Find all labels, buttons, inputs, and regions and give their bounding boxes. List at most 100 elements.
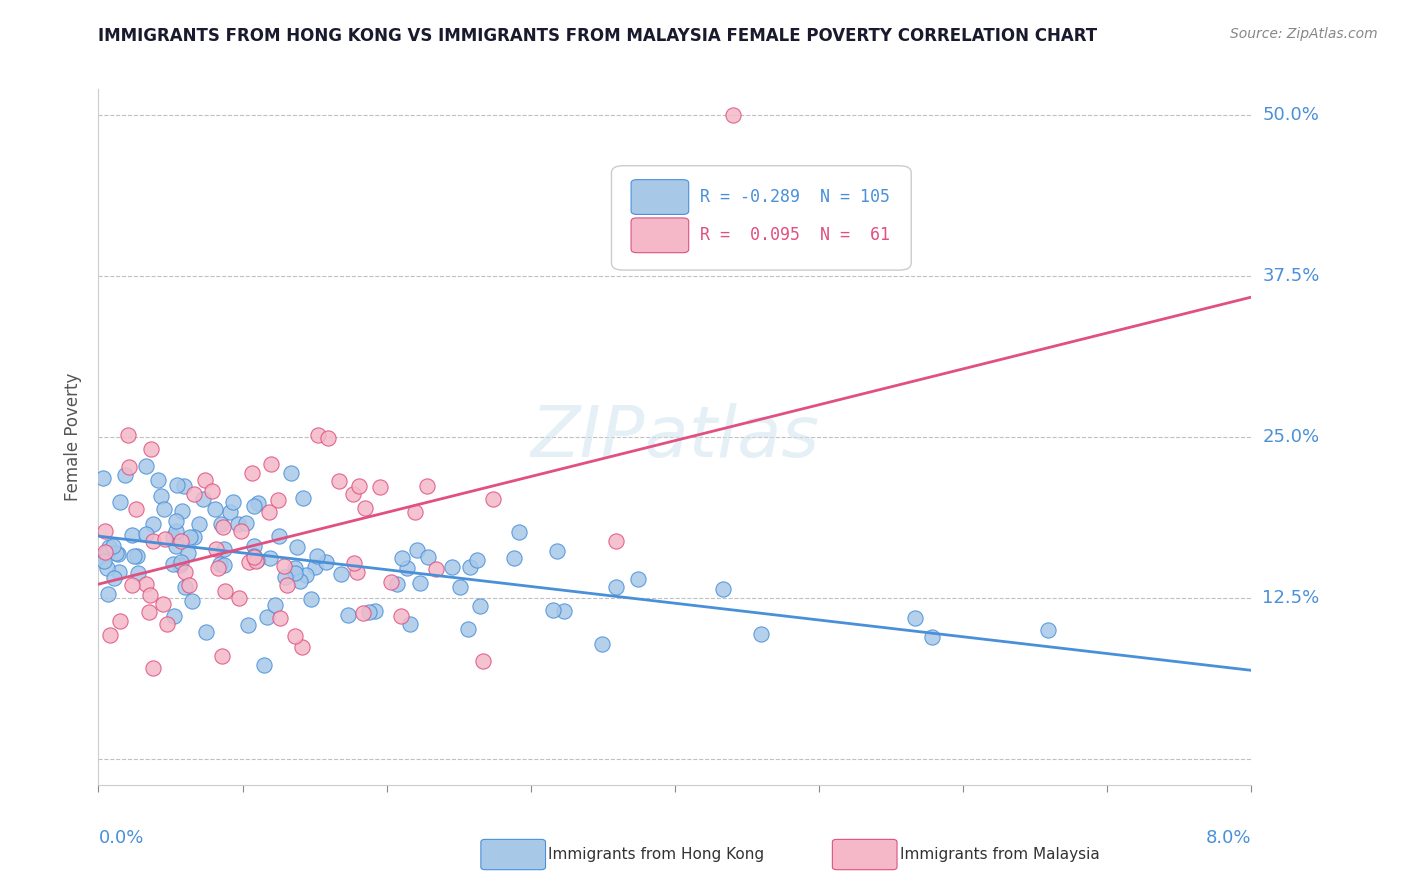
Point (280, 467, 302, 481)
Point (238, 555, 260, 569)
Text: ZIPatlas: ZIPatlas (530, 402, 820, 472)
Point (211, 649, 233, 664)
Point (406, 542, 429, 557)
Point (118, 459, 141, 474)
Point (204, 502, 226, 516)
Point (307, 428, 329, 442)
Point (117, 427, 139, 442)
Point (169, 558, 191, 572)
Point (174, 565, 197, 579)
Point (170, 504, 193, 518)
Point (904, 611, 927, 625)
Point (125, 501, 148, 516)
Point (292, 491, 315, 505)
Point (352, 606, 374, 620)
Text: Immigrants from Hong Kong: Immigrants from Hong Kong (548, 847, 765, 862)
Point (153, 502, 176, 516)
Point (96, 560, 118, 574)
Point (135, 458, 157, 473)
Point (243, 499, 266, 513)
Point (721, 108, 744, 122)
Point (228, 591, 250, 606)
Point (304, 560, 326, 574)
Point (242, 539, 264, 553)
Point (222, 495, 245, 509)
Point (166, 540, 188, 554)
Point (257, 505, 280, 519)
Point (481, 491, 503, 506)
Point (409, 575, 432, 590)
Point (307, 549, 329, 563)
Point (214, 584, 236, 599)
Point (214, 542, 236, 557)
Point (457, 622, 479, 636)
Point (449, 580, 471, 594)
Point (108, 495, 131, 509)
Point (259, 550, 281, 565)
Point (179, 578, 201, 592)
Point (546, 544, 568, 558)
Point (163, 609, 186, 624)
Point (127, 549, 149, 564)
Point (219, 505, 242, 519)
Point (299, 592, 322, 607)
Point (591, 637, 613, 651)
FancyBboxPatch shape (612, 166, 911, 270)
Point (101, 539, 124, 553)
Text: Source: ZipAtlas.com: Source: ZipAtlas.com (1230, 27, 1378, 41)
Text: 25.0%: 25.0% (1263, 428, 1320, 446)
Point (174, 580, 197, 594)
Point (404, 505, 426, 519)
Point (183, 530, 205, 544)
Point (165, 524, 187, 538)
Text: 37.5%: 37.5% (1263, 267, 1320, 285)
Point (93, 524, 115, 538)
Point (127, 566, 149, 581)
Point (343, 557, 366, 571)
Point (204, 542, 226, 557)
Point (316, 431, 339, 445)
Point (193, 492, 215, 507)
Point (138, 605, 160, 619)
Text: IMMIGRANTS FROM HONG KONG VS IMMIGRANTS FROM MALAYSIA FEMALE POVERTY CORRELATION: IMMIGRANTS FROM HONG KONG VS IMMIGRANTS … (98, 27, 1098, 45)
Point (246, 553, 269, 567)
Point (121, 578, 143, 592)
Point (425, 562, 447, 576)
Point (460, 560, 482, 574)
Text: R = -0.289  N = 105: R = -0.289 N = 105 (700, 188, 890, 206)
Point (553, 604, 575, 618)
Point (135, 526, 157, 541)
Point (108, 565, 131, 579)
Point (105, 547, 128, 561)
Point (385, 577, 408, 591)
Point (207, 561, 229, 575)
Point (337, 607, 360, 622)
Point (142, 517, 165, 532)
Point (181, 593, 204, 607)
Point (315, 555, 337, 569)
Point (243, 549, 266, 563)
Point (273, 558, 295, 573)
Point (284, 566, 307, 581)
Point (103, 571, 125, 585)
Point (242, 549, 264, 564)
Point (166, 477, 188, 491)
Point (245, 554, 267, 568)
Y-axis label: Female Poverty: Female Poverty (65, 373, 83, 501)
Point (391, 550, 413, 565)
Point (173, 479, 195, 493)
Point (354, 501, 377, 516)
Point (284, 560, 307, 574)
Text: 12.5%: 12.5% (1263, 589, 1320, 607)
Point (627, 572, 650, 586)
Point (749, 627, 772, 641)
Point (468, 599, 491, 614)
Point (359, 605, 381, 619)
Point (153, 532, 176, 546)
Point (177, 546, 200, 560)
Point (276, 577, 298, 591)
Point (91, 471, 114, 485)
Point (162, 530, 184, 544)
Point (235, 516, 257, 530)
Point (246, 496, 269, 510)
